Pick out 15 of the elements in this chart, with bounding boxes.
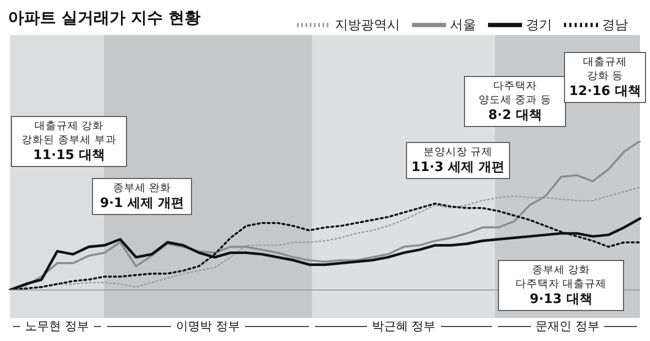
legend-label: 경남 — [602, 18, 628, 33]
text: 이명박 정부 — [176, 318, 240, 334]
annotation: 종부세 완화 9·1 세제 개편 — [93, 181, 191, 212]
annotation: 대출규제 강화 강화된 종부세 부과 11·15 대책 — [12, 119, 126, 164]
legend-label: 경기 — [526, 18, 552, 33]
chart-title: 아파트 실거래가 지수 현황 — [8, 8, 201, 29]
text: 대출규제 강화 등 12·16 대책 — [565, 55, 645, 100]
legend-label: 서울 — [450, 18, 476, 33]
text: 박근혜 정부 — [372, 318, 436, 334]
legend-label: 지방광역시 — [335, 18, 400, 33]
text: 문재인 정부 — [536, 318, 600, 334]
annotation: 분양시장 규제 11·3 세제 개편 — [407, 145, 509, 176]
text: 다주택자 양도세 중과 등 8·2 대책 — [465, 79, 565, 124]
annotation: 종부세 강화 다주택자 대출규제 9·13 대책 — [499, 263, 623, 308]
text: 노무현 정부 — [25, 318, 89, 334]
